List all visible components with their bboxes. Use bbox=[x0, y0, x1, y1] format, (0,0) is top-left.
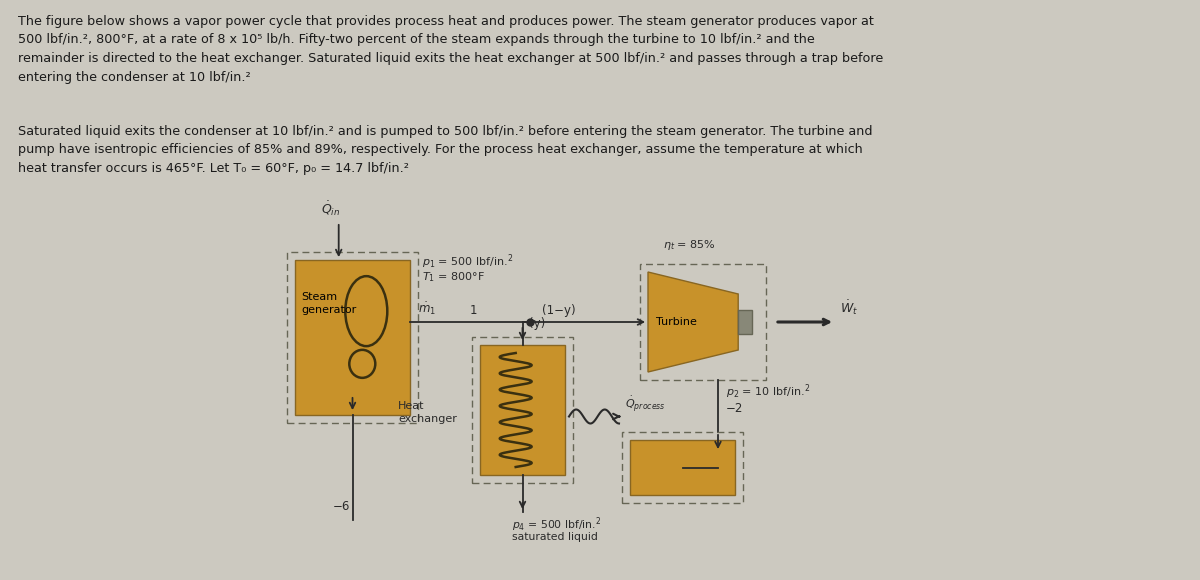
Bar bbox=[472, 337, 574, 483]
Text: Steam
generator: Steam generator bbox=[301, 292, 356, 315]
Text: $\dot{W}_t$: $\dot{W}_t$ bbox=[840, 298, 858, 317]
Bar bbox=[630, 440, 734, 495]
Text: $\dot{m}_1$: $\dot{m}_1$ bbox=[418, 300, 436, 317]
Text: saturated liquid: saturated liquid bbox=[512, 532, 599, 542]
Polygon shape bbox=[648, 272, 738, 372]
Bar bbox=[622, 432, 743, 503]
Text: −2: −2 bbox=[726, 402, 743, 415]
Text: $\dot{Q}_{process}$: $\dot{Q}_{process}$ bbox=[625, 395, 666, 415]
Text: Turbine: Turbine bbox=[656, 317, 697, 327]
Text: 1: 1 bbox=[470, 304, 478, 317]
Text: $p_4$ = 500 lbf/in.$^2$: $p_4$ = 500 lbf/in.$^2$ bbox=[512, 515, 601, 534]
Text: −6: −6 bbox=[332, 500, 350, 513]
Text: (y): (y) bbox=[528, 317, 545, 330]
Bar bbox=[480, 345, 565, 475]
Text: $p_2$ = 10 lbf/in.$^2$: $p_2$ = 10 lbf/in.$^2$ bbox=[726, 382, 810, 401]
Bar bbox=[640, 264, 766, 380]
Bar bbox=[738, 310, 752, 334]
Text: (1−y): (1−y) bbox=[542, 304, 576, 317]
Text: $p_1$ = 500 lbf/in.$^2$: $p_1$ = 500 lbf/in.$^2$ bbox=[422, 252, 514, 271]
Text: $\dot{Q}_{in}$: $\dot{Q}_{in}$ bbox=[320, 200, 340, 218]
Text: $T_1$ = 800°F: $T_1$ = 800°F bbox=[422, 270, 485, 284]
Bar bbox=[287, 252, 418, 423]
Text: Saturated liquid exits the condenser at 10 lbf/in.² and is pumped to 500 lbf/in.: Saturated liquid exits the condenser at … bbox=[18, 125, 872, 175]
Text: $\eta_t$ = 85%: $\eta_t$ = 85% bbox=[662, 238, 716, 252]
Text: Heat
exchanger: Heat exchanger bbox=[398, 401, 457, 424]
Bar bbox=[295, 260, 410, 415]
Text: The figure below shows a vapor power cycle that provides process heat and produc: The figure below shows a vapor power cyc… bbox=[18, 15, 883, 84]
